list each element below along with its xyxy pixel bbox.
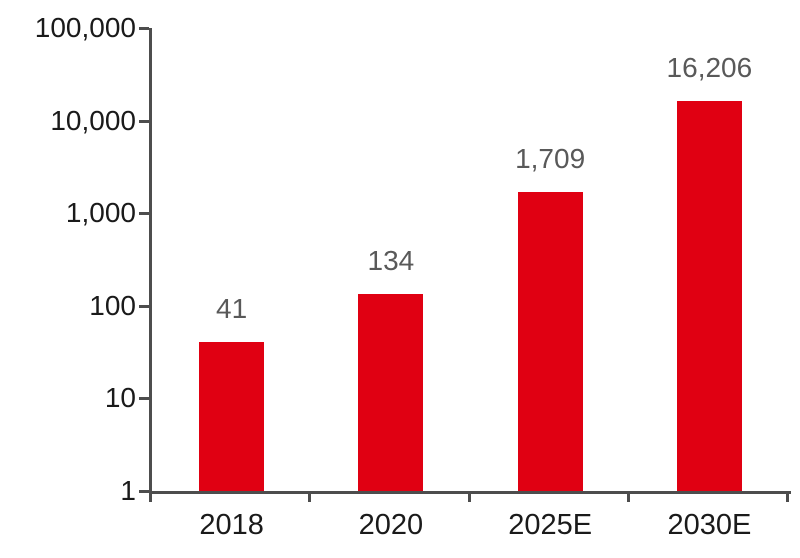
category-label: 2025E xyxy=(508,509,593,541)
category-label: 2018 xyxy=(199,509,264,541)
y-tick-mark xyxy=(139,397,149,401)
y-tick-mark xyxy=(139,490,149,493)
y-tick-mark xyxy=(139,304,149,308)
bar xyxy=(676,101,742,491)
y-tick-label: 1 xyxy=(120,475,136,506)
y-tick-label: 10,000 xyxy=(50,104,136,136)
bar xyxy=(199,341,265,491)
category-label: 2020 xyxy=(358,509,424,541)
bar-value-label: 134 xyxy=(367,245,415,277)
bar-value-label: 41 xyxy=(216,292,248,324)
y-tick-label: 100 xyxy=(89,289,136,321)
bar xyxy=(517,191,583,491)
y-tick-mark xyxy=(139,119,149,123)
category-label: 2030E xyxy=(667,509,752,541)
x-tick-mark xyxy=(308,491,312,502)
y-tick-label: 10 xyxy=(104,382,136,414)
y-tick-label: 1,000 xyxy=(65,197,136,229)
y-tick-mark xyxy=(139,27,149,30)
y-tick-mark xyxy=(139,212,149,216)
x-tick-mark xyxy=(467,491,471,502)
x-tick-mark xyxy=(149,491,152,502)
y-tick-label: 100,000 xyxy=(34,12,136,43)
x-tick-mark xyxy=(786,491,789,502)
bar-value-label: 16,206 xyxy=(666,52,753,84)
bar-value-label: 1,709 xyxy=(515,142,586,174)
x-tick-mark xyxy=(626,491,630,502)
bar xyxy=(358,294,424,491)
y-axis-line xyxy=(149,28,152,502)
